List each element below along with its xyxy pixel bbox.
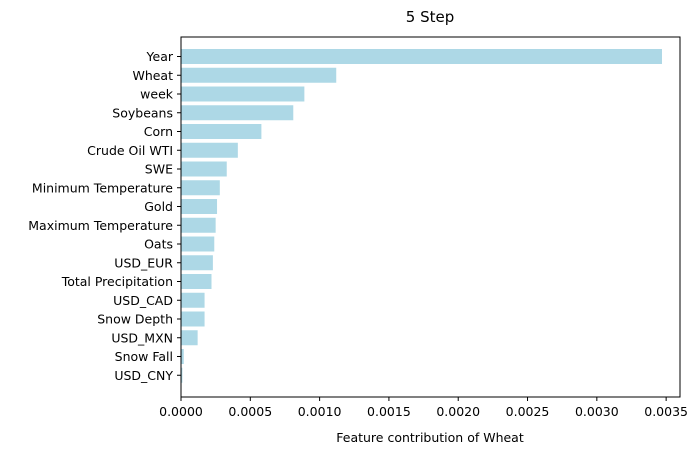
y-tick-label: Snow Depth — [97, 312, 173, 327]
bar-snow-fall — [181, 349, 184, 364]
bar-wheat — [181, 67, 337, 83]
bar-maximum-temperature — [181, 217, 216, 233]
bar-usd-cad — [181, 292, 205, 308]
bar-minimum-temperature — [181, 180, 220, 196]
y-tick-label: Snow Fall — [115, 349, 173, 364]
bar-year — [181, 49, 662, 64]
bar-snow-depth — [181, 311, 205, 327]
y-tick-label: USD_CAD — [113, 293, 173, 308]
y-tick-label: Year — [146, 49, 174, 64]
x-axis-ticks: 0.0000 0.0005 0.0010 0.0015 0.0020 0.0025 0.00… — [159, 397, 688, 419]
x-tick-label: 0.0030 — [575, 404, 619, 419]
x-tick-label: 0.0005 — [228, 404, 272, 419]
bar-corn — [181, 124, 262, 139]
bar-gold — [181, 199, 218, 214]
x-tick-label: 0.0035 — [644, 404, 688, 419]
plot-frame — [180, 36, 681, 398]
y-tick-label: Oats — [144, 237, 173, 252]
bar-total-precipitation — [181, 274, 212, 289]
y-tick-label: USD_CNY — [114, 368, 173, 383]
y-tick-label: Crude Oil WTI — [87, 143, 173, 158]
bar-usd-cny — [181, 367, 183, 383]
x-tick-label: 0.0015 — [367, 404, 411, 419]
bar-week — [181, 86, 305, 102]
bar-crude-oil-wti — [181, 142, 238, 158]
bar-usd-mxn — [181, 330, 198, 346]
bar-usd-eur — [181, 255, 213, 271]
y-tick-label: Total Precipitation — [61, 274, 173, 289]
x-tick-label: 0.0025 — [506, 404, 550, 419]
bars-group — [181, 49, 662, 383]
y-tick-label: Minimum Temperature — [32, 180, 173, 195]
y-tick-label: Maximum Temperature — [28, 218, 173, 233]
chart-title: 5 Step — [406, 8, 454, 26]
y-tick-label: USD_EUR — [114, 255, 173, 270]
y-tick-label: Wheat — [132, 68, 173, 83]
y-tick-label: SWE — [145, 162, 173, 177]
x-tick-label: 0.0000 — [159, 404, 203, 419]
y-tick-label: Gold — [144, 199, 173, 214]
x-tick-label: 0.0020 — [436, 404, 480, 419]
y-tick-label: week — [140, 87, 174, 102]
y-tick-label: Soybeans — [112, 105, 173, 120]
bar-oats — [181, 236, 215, 252]
x-tick-label: 0.0010 — [298, 404, 342, 419]
bar-soybeans — [181, 105, 294, 121]
y-tick-label: Corn — [144, 124, 173, 139]
x-axis-label: Feature contribution of Wheat — [336, 430, 524, 445]
y-tick-label: USD_MXN — [111, 330, 173, 345]
bar-swe — [181, 161, 227, 177]
y-axis-ticks: Year Wheat week Soybeans Corn Crude Oil WTI SW… — [28, 49, 181, 383]
